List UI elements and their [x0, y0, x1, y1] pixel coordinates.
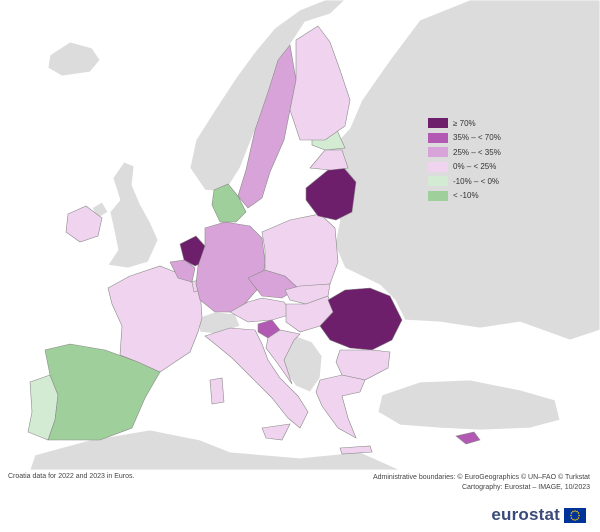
- choropleth-map: [27, 0, 600, 470]
- eurostat-logo: eurostat: [491, 505, 586, 525]
- region-east-mass: [329, 0, 600, 341]
- map-legend: ≥ 70% 35% – < 70% 25% – < 35% 0% – < 25%…: [428, 117, 538, 204]
- eu-flag-icon: [564, 507, 586, 523]
- legend-swatch: [428, 147, 448, 157]
- country-france: [107, 265, 203, 373]
- legend-label: -10% – < 0%: [453, 176, 500, 186]
- brand-text: eurostat: [491, 505, 560, 524]
- legend-item: < -10%: [428, 190, 538, 202]
- map-credits: Administrative boundaries: © EuroGeograp…: [373, 473, 590, 493]
- legend-item: 25% – < 35%: [428, 146, 538, 158]
- legend-swatch: [428, 190, 448, 201]
- country-belgium: [169, 259, 196, 283]
- legend-swatch: [428, 161, 448, 172]
- country-denmark: [211, 183, 247, 223]
- country-greece: [315, 374, 366, 439]
- map-footnote: Croatia data for 2022 and 2023 in Euros.: [8, 473, 135, 480]
- country-sardinia: [209, 377, 225, 405]
- country-lithuania: [305, 167, 357, 221]
- legend-label: 35% – < 70%: [453, 133, 501, 142]
- country-latvia: [309, 149, 349, 171]
- country-bulgaria: [335, 349, 391, 381]
- country-romania: [319, 287, 403, 351]
- country-sicily: [261, 423, 291, 441]
- country-finland: [289, 25, 351, 141]
- credits-boundaries: Administrative boundaries: © EuroGeograp…: [372, 474, 590, 481]
- legend-swatch: [428, 118, 448, 128]
- legend-item: 0% – < 25%: [428, 161, 538, 173]
- legend-swatch: [428, 132, 448, 143]
- region-north-africa: [29, 429, 401, 470]
- country-croatia: [265, 329, 301, 385]
- legend-label: ≥ 70%: [453, 118, 476, 128]
- legend-label: 0% – < 25%: [453, 162, 497, 171]
- legend-label: 25% – < 35%: [453, 147, 501, 157]
- country-ireland: [65, 205, 103, 243]
- legend-swatch: [428, 176, 448, 186]
- legend-label: < -10%: [453, 191, 479, 200]
- country-germany: [195, 221, 266, 313]
- eu-countries: [27, 25, 481, 455]
- legend-item: 35% – < 70%: [428, 132, 538, 144]
- country-cyprus: [455, 431, 481, 445]
- non-eu-land: [29, 0, 600, 470]
- region-great-britain: [107, 161, 159, 269]
- country-italy: [204, 327, 309, 429]
- country-spain: [44, 343, 161, 441]
- legend-item: ≥ 70%: [428, 117, 538, 129]
- region-turkey: [377, 379, 561, 431]
- country-crete: [339, 445, 373, 455]
- credits-cartography: Cartography: Eurostat – IMAGE, 10/2023: [461, 484, 590, 491]
- region-iceland: [47, 41, 101, 77]
- legend-item: -10% – < 0%: [428, 175, 538, 187]
